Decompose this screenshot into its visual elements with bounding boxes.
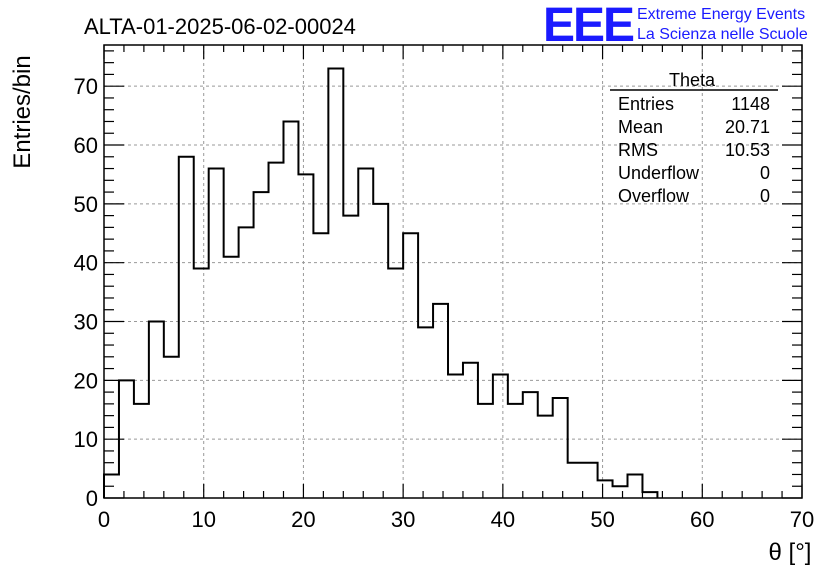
logo: EEE Extreme Energy Events La Scienza nel… xyxy=(543,0,808,52)
stats-value: 0 xyxy=(760,163,770,183)
tick-labels: 0 10 20 30 40 50 60 70 0 10 20 30 40 50 60 70 xyxy=(74,74,815,532)
logo-mark: EEE xyxy=(543,0,634,52)
stats-value: 20.71 xyxy=(725,117,770,137)
stats-label: Mean xyxy=(618,117,663,137)
y-tick-label: 20 xyxy=(74,368,98,393)
y-tick-label: 10 xyxy=(74,427,98,452)
stats-label: Overflow xyxy=(618,186,690,206)
x-tick-label: 50 xyxy=(590,507,614,532)
logo-line-1: Extreme Energy Events xyxy=(637,6,805,23)
x-tick-label: 30 xyxy=(391,507,415,532)
x-axis-label: θ [°] xyxy=(769,539,812,566)
stats-title: Theta xyxy=(669,70,716,90)
y-tick-label: 50 xyxy=(74,192,98,217)
plot-frame xyxy=(103,44,803,499)
y-axis-label: Entries/bin xyxy=(9,55,36,168)
stats-value: 10.53 xyxy=(725,140,770,160)
logo-line-2: La Scienza nelle Scuole xyxy=(637,26,808,43)
y-tick-label: 40 xyxy=(74,251,98,276)
axis-ticks xyxy=(103,45,803,499)
y-tick-label: 0 xyxy=(86,486,98,511)
y-tick-label: 60 xyxy=(74,133,98,158)
stats-value: 0 xyxy=(760,186,770,206)
grid-lines xyxy=(104,45,802,498)
x-tick-label: 20 xyxy=(291,507,315,532)
stats-value: 1148 xyxy=(731,94,770,114)
stats-label: Underflow xyxy=(618,163,700,183)
x-tick-label: 40 xyxy=(491,507,515,532)
x-tick-label: 70 xyxy=(790,507,814,532)
stats-label: RMS xyxy=(618,140,658,160)
y-tick-label: 30 xyxy=(74,310,98,335)
chart-title: ALTA-01-2025-06-02-00024 xyxy=(84,14,356,39)
stats-label: Entries xyxy=(618,94,674,114)
x-tick-label: 60 xyxy=(690,507,714,532)
y-tick-label: 70 xyxy=(74,74,98,99)
histogram-series xyxy=(103,67,659,498)
stats-box: Theta Entries 1148 Mean 20.71 RMS 10.53 Underf… xyxy=(610,70,778,206)
x-tick-label: 10 xyxy=(191,507,215,532)
stats-rows: Entries 1148 Mean 20.71 RMS 10.53 Underflow 0 Ov… xyxy=(618,94,770,206)
x-tick-label: 0 xyxy=(98,507,110,532)
